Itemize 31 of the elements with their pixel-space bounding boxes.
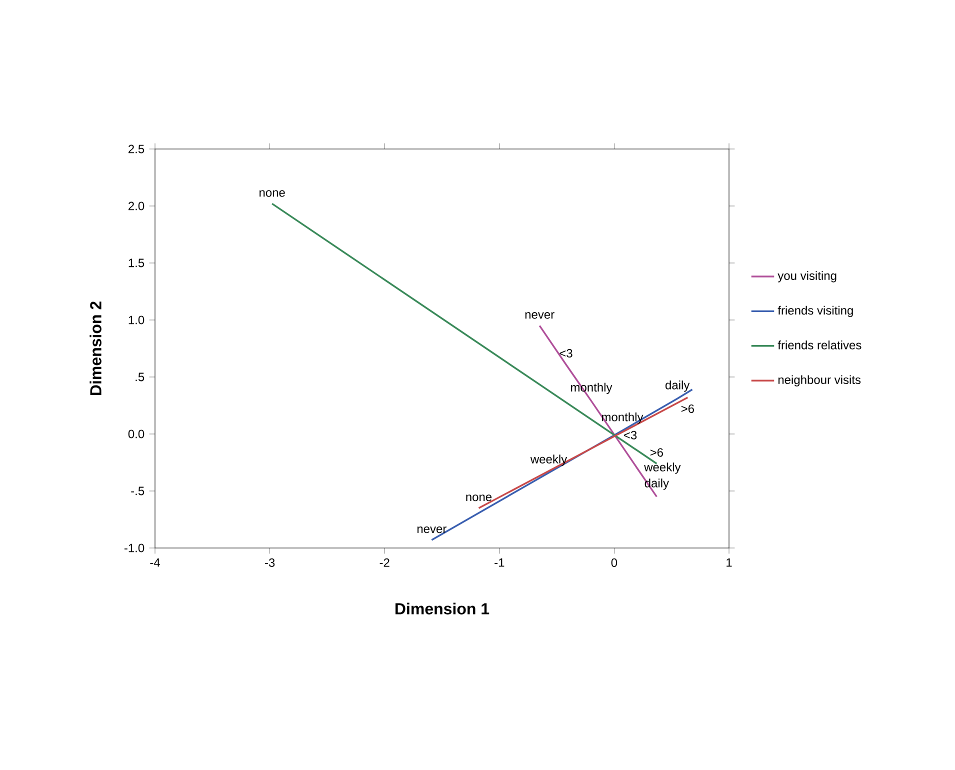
y-axis-title: Dimension 2 bbox=[90, 302, 102, 395]
y-tick-label: -1.0 bbox=[124, 544, 144, 552]
annotation: none bbox=[260, 190, 285, 197]
annotation: >6 bbox=[681, 404, 694, 413]
annotation: never bbox=[417, 526, 446, 534]
annotation: weekly bbox=[530, 454, 568, 466]
legend-label: neighbour visits bbox=[778, 375, 861, 386]
x-tick-label: -1 bbox=[494, 558, 504, 567]
x-axis-title: Dimension 1 bbox=[396, 602, 490, 614]
annotation: <3 bbox=[560, 349, 572, 358]
annotation: none bbox=[466, 494, 492, 502]
annotation: >6 bbox=[650, 448, 663, 457]
legend-label: you visiting bbox=[778, 271, 836, 282]
y-tick-label: 1.0 bbox=[128, 316, 144, 324]
annotation: <3 bbox=[624, 430, 637, 440]
y-tick-label: .5 bbox=[136, 372, 144, 382]
x-tick-label: 0 bbox=[611, 558, 618, 567]
annotation: daily bbox=[666, 380, 690, 392]
annotation: never bbox=[525, 312, 554, 319]
legend-label: friends visiting bbox=[778, 306, 853, 318]
x-tick-label: -4 bbox=[150, 558, 160, 567]
y-tick-label: 1.5 bbox=[128, 258, 144, 268]
x-tick-label: -2 bbox=[380, 558, 390, 567]
legend-label: friends relatives bbox=[778, 340, 862, 350]
y-tick-label: -.5 bbox=[131, 486, 144, 496]
y-tick-label: 2.0 bbox=[128, 202, 144, 210]
x-tick-label: -3 bbox=[265, 558, 275, 567]
y-tick-label: 2.5 bbox=[128, 144, 144, 154]
y-tick-label: 0.0 bbox=[128, 430, 144, 438]
x-tick-label: 1 bbox=[726, 558, 732, 567]
annotation: weekly bbox=[644, 462, 681, 474]
